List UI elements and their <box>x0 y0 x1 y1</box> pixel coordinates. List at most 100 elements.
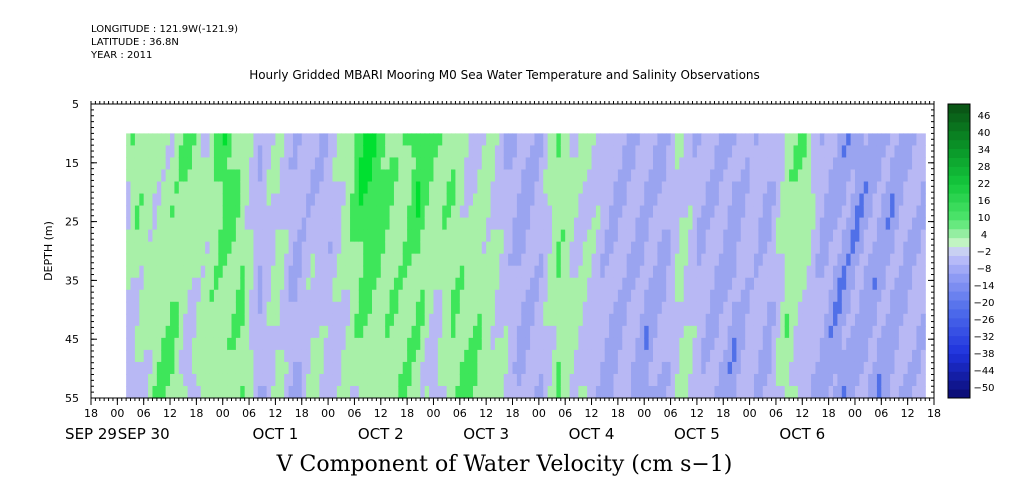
heatmap-cell <box>626 313 632 327</box>
heatmap-cell <box>367 373 373 387</box>
heatmap-cell <box>503 193 509 207</box>
heatmap-cell <box>841 133 847 147</box>
heatmap-cell <box>903 217 909 231</box>
x-hour-tick-label: 00 <box>532 407 546 420</box>
heatmap-cell <box>253 205 259 219</box>
heatmap-cell <box>846 157 852 171</box>
heatmap-cell <box>222 277 228 291</box>
heatmap-cell <box>266 265 272 279</box>
heatmap-cell <box>644 361 650 375</box>
x-hour-tick-label: 12 <box>268 407 282 420</box>
heatmap-cell <box>240 181 246 195</box>
heatmap-cell <box>591 133 597 147</box>
heatmap-cell <box>455 169 461 183</box>
heatmap-cell <box>314 229 320 243</box>
heatmap-cell <box>209 361 215 375</box>
heatmap-cell <box>885 289 891 303</box>
heatmap-cell <box>898 241 904 255</box>
heatmap-cell <box>653 253 658 267</box>
colorbar-bin <box>948 193 970 203</box>
heatmap-cell <box>767 337 773 351</box>
heatmap-cell <box>415 373 421 387</box>
heatmap-cell <box>723 157 729 171</box>
heatmap-cell <box>819 373 825 387</box>
x-date-label: OCT 3 <box>463 425 509 443</box>
heatmap-cell <box>191 385 197 399</box>
heatmap-cell <box>376 313 382 327</box>
heatmap-cell <box>745 217 751 231</box>
heatmap-cell <box>310 373 316 387</box>
heatmap-cell <box>595 229 601 243</box>
heatmap-cell <box>376 205 382 219</box>
heatmap-cell <box>582 265 588 279</box>
heatmap-cell <box>714 181 720 195</box>
heatmap-cell <box>828 217 834 231</box>
heatmap-cell <box>218 157 224 171</box>
heatmap-cell <box>920 313 926 327</box>
heatmap-cell <box>442 361 448 375</box>
heatmap-cell <box>271 133 277 147</box>
heatmap-cell <box>538 325 544 339</box>
heatmap-cell <box>275 313 281 327</box>
heatmap-cell <box>472 289 478 303</box>
heatmap-cell <box>600 145 606 159</box>
heatmap-cell <box>543 217 549 231</box>
x-hour-tick-label: 18 <box>189 407 203 420</box>
heatmap-cell <box>402 193 408 207</box>
heatmap-cell <box>688 133 694 147</box>
heatmap-cell <box>424 373 430 387</box>
heatmap-cell <box>380 169 386 183</box>
heatmap-cell <box>161 337 167 351</box>
heatmap-cell <box>705 181 711 195</box>
heatmap-cell <box>165 229 171 243</box>
colorbar-label: −26 <box>973 315 994 326</box>
heatmap-cell <box>319 133 325 147</box>
heatmap-cell <box>635 217 641 231</box>
heatmap-cell <box>437 373 443 387</box>
heatmap-cell <box>183 277 189 291</box>
heatmap-cell <box>288 253 294 267</box>
heatmap-cell <box>881 217 887 231</box>
heatmap-cell <box>815 157 821 171</box>
heatmap-cell <box>824 157 830 171</box>
heatmap-cell <box>275 169 281 183</box>
heatmap-cell <box>793 349 799 363</box>
heatmap-cell <box>828 385 834 399</box>
heatmap-cell <box>174 325 180 339</box>
heatmap-cell <box>828 373 834 387</box>
heatmap-cell <box>775 301 781 315</box>
heatmap-cell <box>411 193 417 207</box>
heatmap-cell <box>205 265 211 279</box>
heatmap-cell <box>332 157 338 171</box>
heatmap-cell <box>139 277 145 291</box>
heatmap-cell <box>543 145 549 159</box>
heatmap-cell <box>393 169 399 183</box>
heatmap-cell <box>609 301 615 315</box>
heatmap-cell <box>459 253 465 267</box>
heatmap-cell <box>881 181 887 195</box>
heatmap-cell <box>152 145 158 159</box>
heatmap-cell <box>398 145 404 159</box>
heatmap-cell <box>560 169 566 183</box>
heatmap-cell <box>477 301 483 315</box>
heatmap-cell <box>235 313 241 327</box>
heatmap-cell <box>433 193 439 207</box>
heatmap-cell <box>345 385 351 399</box>
heatmap-cell <box>200 313 206 327</box>
heatmap-cell <box>661 289 667 303</box>
heatmap-cell <box>534 253 540 267</box>
heatmap-cell <box>846 217 852 231</box>
heatmap-cell <box>376 349 382 363</box>
heatmap-cell <box>920 241 926 255</box>
heatmap-cell <box>828 337 834 351</box>
heatmap-cell <box>631 217 637 231</box>
heatmap-cell <box>354 265 360 279</box>
heatmap-cell <box>152 169 158 183</box>
heatmap-cell <box>262 229 268 243</box>
heatmap-cell <box>143 289 149 303</box>
heatmap-cell <box>569 145 575 159</box>
heatmap-cell <box>183 373 189 387</box>
heatmap-cell <box>916 325 922 339</box>
heatmap-cell <box>811 265 817 279</box>
heatmap-cell <box>437 361 443 375</box>
